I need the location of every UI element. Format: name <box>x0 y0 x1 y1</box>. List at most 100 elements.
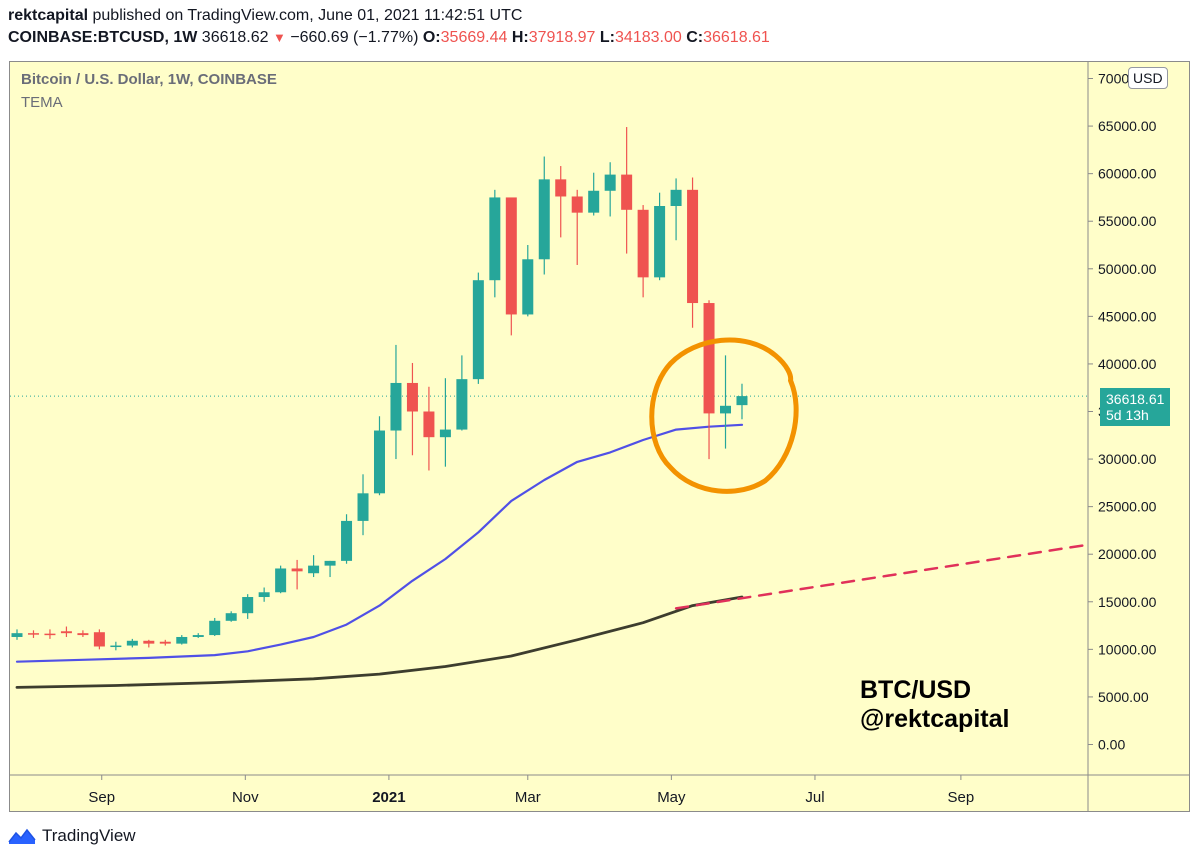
candle-body <box>357 493 369 521</box>
candle-body <box>588 190 600 213</box>
symbol-legend[interactable]: Bitcoin / U.S. Dollar, 1W, COINBASE <box>21 71 277 88</box>
y-tick-label: 45000.00 <box>1098 308 1157 324</box>
price-tag-countdown: 5d 13h <box>1106 407 1149 423</box>
candle-body <box>27 633 39 635</box>
long-moving-average-line <box>15 595 744 689</box>
y-tick-label: 50000.00 <box>1098 261 1157 277</box>
x-tick-label: May <box>657 789 686 806</box>
candle-body <box>621 174 633 210</box>
candle-body <box>456 379 468 430</box>
open-label: O: <box>422 29 441 46</box>
candle-body <box>555 179 567 197</box>
candle-body <box>571 196 583 213</box>
y-tick-label: 10000.00 <box>1098 641 1157 657</box>
candle-body <box>472 280 484 380</box>
y-tick-label: 40000.00 <box>1098 356 1157 372</box>
y-tick-label: 25000.00 <box>1098 499 1157 515</box>
candle-body <box>373 430 385 494</box>
candle-body <box>242 597 254 614</box>
candle-body <box>93 632 105 647</box>
symbol-line: COINBASE:BTCUSD, 1W <box>8 29 198 46</box>
candle-body <box>522 259 534 315</box>
last-price: 36618.62 <box>201 29 269 46</box>
x-tick-label: Jul <box>805 789 824 806</box>
watermark: BTC/USD @rektcapital <box>860 676 1009 734</box>
y-tick-label: 65000.00 <box>1098 118 1157 134</box>
annotation-circle <box>649 337 799 494</box>
candle-body <box>390 382 402 431</box>
publish-info: rektcapital published on TradingView.com… <box>8 6 1188 26</box>
candle-body <box>225 613 237 621</box>
candle-body <box>143 640 155 644</box>
candle-body <box>489 197 501 281</box>
candle-body <box>291 568 303 572</box>
open-value: 35669.44 <box>440 29 508 46</box>
currency-button[interactable]: USD <box>1128 67 1168 89</box>
candle-body <box>341 520 353 561</box>
candle-body <box>670 189 682 206</box>
candle-body <box>110 645 122 648</box>
close-value: 36618.61 <box>703 29 770 46</box>
candle-body <box>11 633 23 637</box>
y-tick-label: 60000.00 <box>1098 166 1157 182</box>
chart-legend: Bitcoin / U.S. Dollar, 1W, COINBASE TEMA <box>21 71 277 111</box>
indicator-legend[interactable]: TEMA <box>21 94 63 111</box>
candle-body <box>604 174 616 191</box>
y-tick-label: 5000.00 <box>1098 689 1149 705</box>
candle-body <box>720 405 732 414</box>
y-tick-label: 15000.00 <box>1098 594 1157 610</box>
projection-line <box>674 543 1090 610</box>
tema-line <box>15 423 744 663</box>
low-value: 34183.00 <box>615 29 682 46</box>
candle-body <box>275 568 287 593</box>
price-tag-value: 36618.61 <box>1106 391 1165 407</box>
published-text: published on TradingView.com, June 01, 2… <box>88 7 523 24</box>
candle-body <box>324 560 336 566</box>
candle-body <box>439 429 451 438</box>
candle-body <box>176 636 188 644</box>
author-name[interactable]: rektcapital <box>8 7 89 24</box>
low-label: L: <box>599 29 616 46</box>
watermark-pair: BTC/USD <box>860 676 972 704</box>
watermark-handle: @rektcapital <box>860 705 1010 733</box>
candle-body <box>77 633 89 636</box>
candle-body <box>703 303 715 414</box>
candle-body <box>44 633 56 636</box>
candle-body <box>538 179 550 260</box>
y-tick-label: 30000.00 <box>1098 451 1157 467</box>
tradingview-logo-icon[interactable] <box>8 827 36 845</box>
publish-header: rektcapital published on TradingView.com… <box>8 6 1188 49</box>
x-tick-label: Mar <box>515 789 541 806</box>
x-tick-label: Sep <box>88 789 115 806</box>
candle-body <box>736 396 748 406</box>
candle-body <box>637 209 649 278</box>
y-tick-label: 0.00 <box>1098 736 1125 752</box>
chart-frame[interactable]: 0.00 5000.00 10000.00 15000.00 20000.00 25000… <box>9 61 1190 812</box>
high-value: 37918.97 <box>528 29 596 46</box>
candle-body <box>192 635 204 637</box>
candle-body <box>423 411 435 438</box>
x-tick-label: Sep <box>948 789 975 806</box>
candle-body <box>126 640 138 646</box>
candle-body <box>406 382 418 412</box>
x-tick-label: Nov <box>232 789 259 806</box>
x-tick-label: 2021 <box>372 789 405 806</box>
candle-body <box>258 592 270 598</box>
y-tick-label: 55000.00 <box>1098 213 1157 229</box>
footer-brand[interactable]: TradingView <box>42 826 136 845</box>
price-tag: 36618.61 5d 13h <box>1100 388 1170 426</box>
candle-body <box>654 206 666 278</box>
high-label: H: <box>511 29 529 46</box>
ohlc-line: COINBASE:BTCUSD, 1W 36618.62 ▼ −660.69 (… <box>8 27 1188 49</box>
candle-body <box>209 620 221 636</box>
candle-body <box>308 565 320 574</box>
down-arrow-icon: ▼ <box>272 30 286 45</box>
candle-body <box>60 631 72 634</box>
price-chart[interactable]: 0.00 5000.00 10000.00 15000.00 20000.00 25000… <box>10 62 1190 812</box>
candle-body <box>505 197 517 315</box>
y-tick-label: 20000.00 <box>1098 546 1157 562</box>
close-label: C: <box>686 29 704 46</box>
candle-body <box>159 641 171 644</box>
footer: TradingView <box>8 826 136 846</box>
candle-body <box>687 189 699 304</box>
